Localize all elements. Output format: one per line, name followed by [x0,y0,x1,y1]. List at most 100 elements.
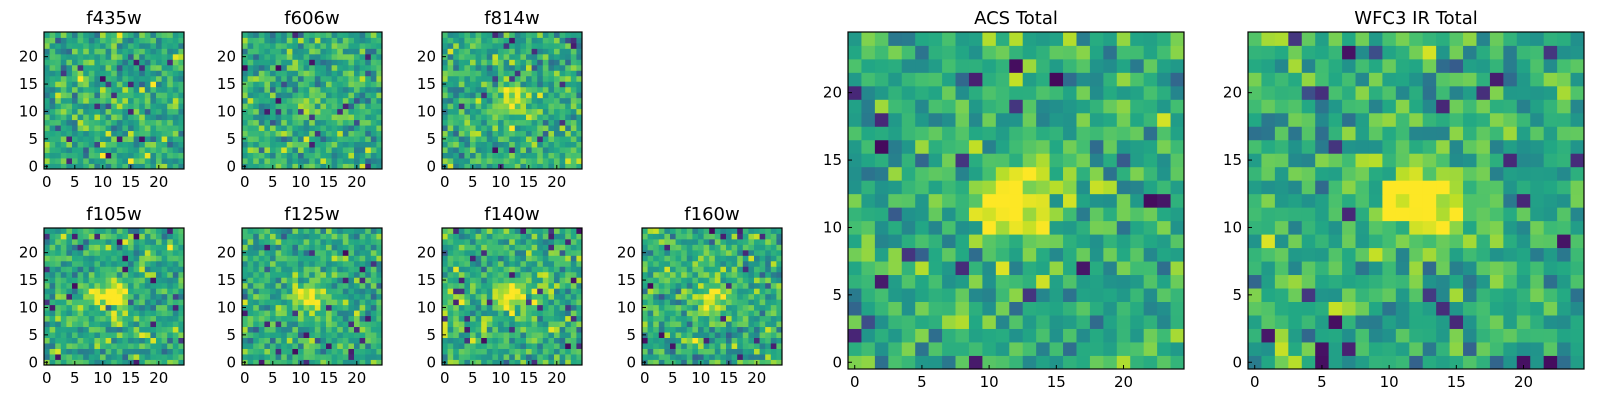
heatmap-cell [331,108,338,115]
heatmap-cell [498,282,504,289]
heatmap-cell [354,114,360,121]
heatmap-cell [139,288,146,295]
heatmap-cell [509,81,516,88]
heatmap-cell [105,282,112,289]
heatmap-cell [464,288,471,295]
heatmap-cell [337,53,344,60]
heatmap-cell [776,326,783,333]
heatmap-cell [498,228,504,234]
heatmap-cell [942,342,956,356]
y-tick-label: 15 [417,75,436,93]
heatmap-cell [292,255,299,262]
heatmap-cell [331,260,338,267]
heatmap-cell [348,37,355,44]
heatmap-cell [703,244,710,251]
heatmap-cell [281,108,288,115]
heatmap-cell [542,310,549,317]
heatmap-cell [995,180,1010,195]
heatmap-cell [376,293,383,300]
heatmap-cell [161,141,168,148]
x-tick-label: 0 [440,369,450,387]
heatmap-cell [275,130,282,137]
heatmap-cell [156,158,162,164]
heatmap-cell [888,247,903,262]
heatmap-cell [576,304,583,311]
heatmap-cell [286,244,293,251]
heatmap-cell [88,271,95,278]
heatmap-cell [88,233,95,240]
heatmap-cell [178,53,185,60]
heatmap-cell [526,59,532,66]
heatmap-cell [303,86,310,93]
heatmap-cell [698,277,704,284]
heatmap-cell [759,255,766,262]
heatmap-cell [105,75,112,82]
heatmap-cell [670,348,676,355]
heatmap-cell [681,332,688,338]
heatmap-cell [714,293,721,300]
heatmap-cell [156,315,162,322]
heatmap-cell [94,343,101,349]
heatmap-cell [309,64,316,71]
heatmap-cell [520,136,527,142]
heatmap-cell [161,53,168,60]
heatmap-cell [464,326,471,333]
heatmap-cell [475,299,482,306]
heatmap-cell [342,75,349,82]
heatmap-cell [270,266,276,273]
heatmap-cell [60,343,67,349]
heatmap-cell [565,277,572,284]
heatmap-cell [55,299,62,306]
heatmap-cell [442,125,448,132]
heatmap-cell [901,315,916,329]
heatmap-cell [172,310,179,317]
heatmap-cell [128,271,134,278]
heatmap-cell [270,321,276,328]
heatmap-cell [122,130,129,137]
heatmap-cell [270,141,276,148]
heatmap-cell [754,326,760,333]
heatmap-cell [565,152,572,159]
heatmap-cell [470,343,476,349]
heatmap-cell [242,114,248,121]
heatmap-cell [861,261,876,276]
heatmap-cell [320,326,327,333]
heatmap-cell [576,315,583,322]
heatmap-cell [242,92,248,99]
heatmap-cell [303,141,310,148]
heatmap-cell [83,48,90,55]
heatmap-cell [60,59,67,66]
heatmap-cell [337,70,344,77]
heatmap-cell [514,141,521,148]
heatmap-cell [576,260,583,267]
heatmap-cell [44,233,50,240]
heatmap-cell [281,119,288,126]
heatmap-cell [116,277,123,284]
heatmap-cell [470,81,476,88]
heatmap-cell [370,70,377,77]
heatmap-cell [458,130,465,137]
heatmap-cell [178,81,185,88]
heatmap-cell [133,271,140,278]
heatmap-cell [901,139,916,154]
heatmap-cell [122,136,129,142]
heatmap-cell [298,130,304,137]
heatmap-cell [167,288,174,295]
heatmap-cell [531,260,538,267]
heatmap-cell [681,266,688,273]
heatmap-cell [447,86,454,93]
heatmap-cell [144,282,151,289]
heatmap-cell [128,108,134,115]
heatmap-cell [281,332,288,338]
panel-title: ACS Total [974,8,1058,29]
heatmap-cell [442,337,448,344]
heatmap-cell [105,158,112,164]
heatmap-cell [122,282,129,289]
heatmap-cell [1063,355,1077,370]
heatmap-cell [359,255,366,262]
heatmap-cell [874,193,889,208]
heatmap-cell [292,108,299,115]
heatmap-cell [116,103,123,110]
heatmap-cell [770,299,777,306]
heatmap-cell [548,42,555,49]
